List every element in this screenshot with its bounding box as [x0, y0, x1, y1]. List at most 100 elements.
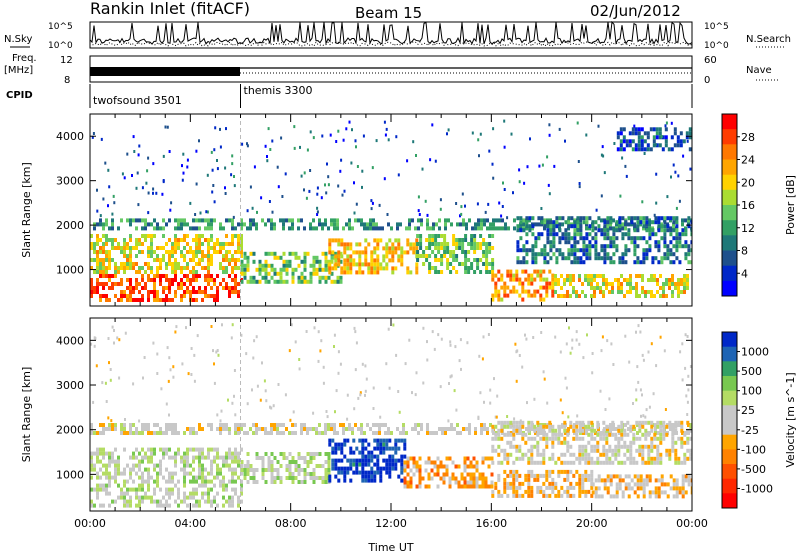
- nsky-tick-bottom: 10^0: [48, 41, 73, 51]
- velocity-colorbar: 1000 500 100 25 -25 -100 -500 -1000 Velocity [m …: [721, 331, 797, 509]
- colorbar-tick-0-3: 16: [741, 199, 755, 212]
- data-band-1-2: [240, 452, 331, 484]
- nsearch-tick-top: 10^5: [704, 22, 729, 32]
- nsky-tick-top: 10^5: [48, 22, 73, 32]
- freq-tick-top: 12: [60, 55, 73, 66]
- xtick-label-5: 20:00: [576, 517, 608, 530]
- cpid-program-0: twofsound 3501: [93, 94, 182, 107]
- data-band-1-5: [491, 469, 594, 498]
- xtick-label-2: 08:00: [275, 517, 307, 530]
- date-title: 02/Jun/2012: [590, 2, 681, 20]
- colorbar-segment-0-11: [722, 280, 737, 297]
- colorbar-tick-0-5: 8: [741, 245, 748, 258]
- ytick-label-0-3: 4000: [56, 130, 84, 143]
- data-band-1-7: [491, 420, 692, 465]
- velocity-panel: 1000 2000 3000 4000 Slant Range [km] 00:00 04:…: [20, 317, 708, 530]
- data-band-0-4: [328, 238, 419, 275]
- ytick-label-0-0: 1000: [56, 264, 84, 277]
- colorbar-segment-1-7: [722, 434, 737, 450]
- xtick-label-6: 00:00: [676, 517, 708, 530]
- colorbar-segment-0-10: [722, 265, 737, 282]
- ytick-label-1-2: 3000: [56, 379, 84, 392]
- xtick-label-3: 12:00: [375, 517, 407, 530]
- nave-tick-bottom: 0: [704, 75, 710, 86]
- sparse-points-1: [90, 323, 692, 423]
- data-band-1-4: [403, 456, 494, 489]
- nsky-trace: [89, 20, 693, 46]
- colorbar-segment-0-9: [722, 250, 737, 267]
- colorbar-segment-0-6: [722, 205, 737, 221]
- colorbar-segment-1-5: [722, 405, 737, 421]
- freq-unit: [MHz]: [4, 65, 33, 76]
- data-layer-0: [90, 119, 692, 302]
- colorbar-tick-0-4: 12: [741, 222, 755, 235]
- colorbar-segment-0-2: [722, 144, 737, 160]
- colorbar-segment-0-7: [722, 220, 737, 236]
- colorbar-tick-0-6: 4: [741, 267, 748, 280]
- sparse-points-0: [91, 119, 692, 220]
- colorbar-segment-0-3: [722, 159, 737, 176]
- data-band-0-1: [90, 234, 243, 274]
- ytick-label-0-1: 2000: [56, 219, 84, 232]
- data-band-0-3: [240, 251, 343, 284]
- data-band-0-5: [416, 234, 495, 274]
- y-axis-label-1: Slant Range [km]: [20, 367, 33, 463]
- colorbar-label-1: Velocity [m s^-1]: [784, 372, 797, 467]
- colorbar-tick-1-6: -500: [741, 463, 766, 476]
- colorbar-segment-0-5: [722, 189, 737, 206]
- ytick-label-1-3: 4000: [56, 334, 84, 347]
- nave-tick-top: 60: [704, 55, 717, 66]
- colorbar-tick-1-0: 1000: [741, 346, 769, 359]
- data-band-0-0: [90, 274, 243, 302]
- x-axis-label: Time UT: [367, 541, 413, 554]
- xtick-label-1: 04:00: [174, 517, 206, 530]
- colorbar-tick-0-0: 28: [741, 131, 755, 144]
- data-band-0-6: [491, 269, 555, 302]
- beam-title: Beam 15: [355, 4, 422, 22]
- data-band-0-7: [554, 274, 689, 298]
- nsearch-trace: [89, 41, 693, 47]
- data-band-1-0: [90, 447, 243, 508]
- freq-dense-block: [90, 67, 240, 76]
- cpid-track: twofsound 3501 themis 3300: [89, 84, 693, 108]
- nsearch-tick-bottom: 10^0: [704, 41, 729, 51]
- colorbar-segment-0-1: [722, 129, 737, 145]
- colorbar-tick-1-1: 500: [741, 365, 762, 378]
- freq-label: Freq.: [12, 53, 37, 64]
- colorbar-tick-1-3: 25: [741, 404, 755, 417]
- colorbar-segment-1-4: [722, 390, 737, 406]
- ytick-label-1-1: 2000: [56, 424, 84, 437]
- colorbar-label-0: Power [dB]: [784, 175, 797, 235]
- colorbar-tick-0-2: 20: [741, 176, 755, 189]
- data-band-1-6: [591, 474, 692, 499]
- ytick-label-0-2: 3000: [56, 175, 84, 188]
- colorbar-tick-1-4: -25: [741, 424, 759, 437]
- colorbar-tick-1-5: -100: [741, 443, 766, 456]
- nsky-label: N.Sky: [4, 34, 32, 45]
- colorbar-segment-1-9: [722, 464, 737, 480]
- data-layer-1: [90, 323, 692, 508]
- colorbar-tick-1-2: 100: [741, 385, 762, 398]
- power-panel: 1000 2000 3000 4000 Slant Range [km]: [20, 113, 693, 307]
- colorbar-segment-1-10: [722, 478, 737, 494]
- colorbar-segment-0-0: [722, 114, 737, 130]
- colorbar-segment-1-6: [722, 420, 737, 436]
- nsearch-label: N.Search: [746, 34, 791, 45]
- ytick-label-1-0: 1000: [56, 468, 84, 481]
- y-axis-label-0: Slant Range [km]: [20, 162, 33, 258]
- xtick-label-0: 00:00: [74, 517, 106, 530]
- colorbar-segment-1-1: [722, 346, 737, 362]
- data-band-0-9: [616, 127, 692, 152]
- colorbar-segment-0-8: [722, 235, 737, 251]
- colorbar-segment-1-2: [722, 361, 737, 377]
- colorbar-tick-1-7: -1000: [741, 482, 773, 495]
- station-title: Rankin Inlet (fitACF): [90, 0, 250, 18]
- colorbar-segment-0-4: [722, 174, 737, 191]
- cpid-program-1: themis 3300: [244, 84, 313, 97]
- nave-label: Nave: [746, 65, 772, 76]
- freq-tick-bottom: 8: [64, 75, 70, 86]
- colorbar-segment-1-0: [722, 332, 737, 348]
- power-colorbar: 28 24 20 16 12 8 4 Power [dB]: [721, 113, 797, 297]
- colorbar-segment-1-8: [722, 449, 737, 465]
